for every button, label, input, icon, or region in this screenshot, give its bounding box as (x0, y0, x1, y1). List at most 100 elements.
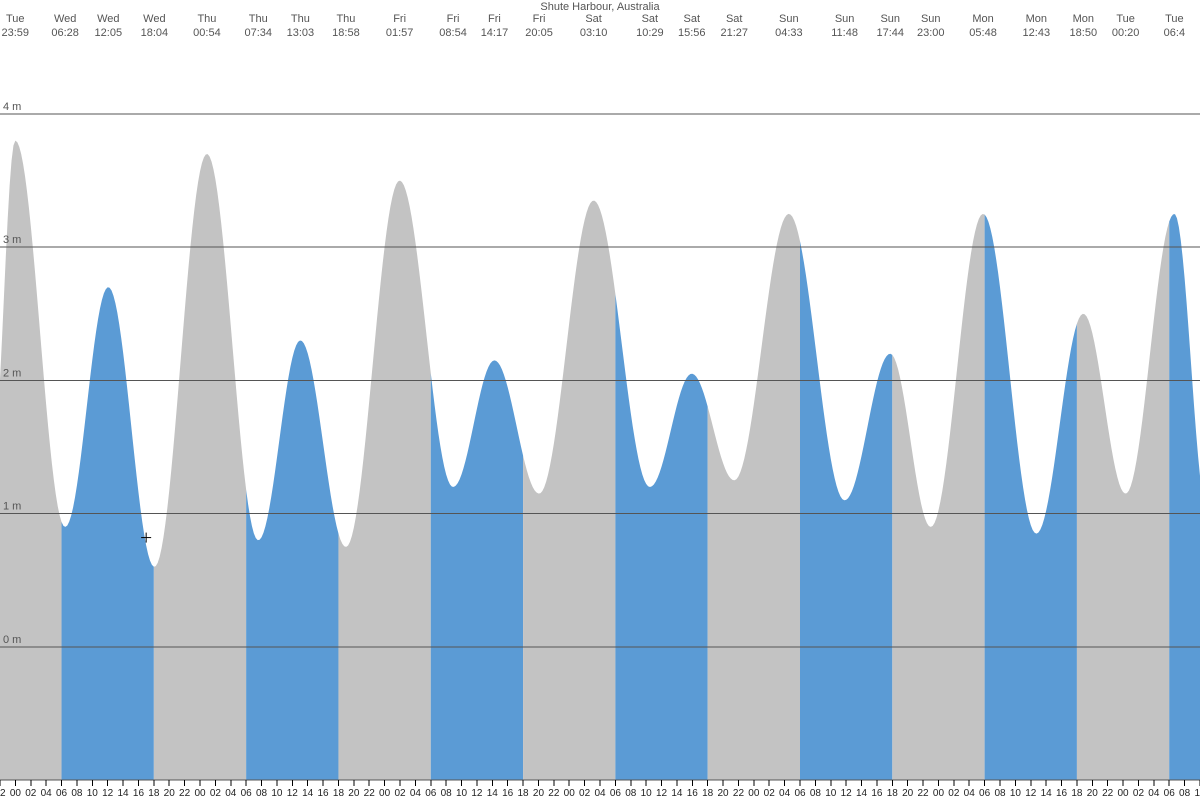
x-hour-label: 14 (1041, 788, 1053, 799)
top-label-day: Wed (54, 13, 76, 25)
x-hour-label: 06 (425, 788, 437, 799)
x-hour-label: 10 (87, 788, 99, 799)
top-label-day: Mon (972, 13, 993, 25)
x-hour-label: 10 (641, 788, 653, 799)
top-label-time: 21:27 (720, 27, 748, 39)
tide-area-night (1077, 222, 1169, 780)
x-hour-label: 18 (702, 788, 714, 799)
x-hour-label: 08 (810, 788, 822, 799)
top-label-time: 06:28 (51, 27, 79, 39)
x-hour-label: 14 (118, 788, 130, 799)
x-hour-label: 02 (579, 788, 591, 799)
x-hour-label: 02 (948, 788, 960, 799)
x-hour-label: 12 (102, 788, 114, 799)
x-hour-label: 12 (656, 788, 668, 799)
x-hour-label: 14 (856, 788, 868, 799)
x-hour-label: 18 (148, 788, 160, 799)
top-label-day: Sat (726, 13, 743, 25)
top-label-day: Sun (921, 13, 941, 25)
top-label-day: Fri (488, 13, 501, 25)
x-hour-label: 12 (841, 788, 853, 799)
x-hour-label: 00 (1118, 788, 1130, 799)
top-label-day: Thu (336, 13, 355, 25)
tide-area-day (62, 287, 154, 780)
x-hour-label: 00 (564, 788, 576, 799)
top-label-day: Sun (880, 13, 900, 25)
top-label-day: Sun (835, 13, 855, 25)
top-label-time: 03:10 (580, 27, 608, 39)
top-label-day: Sat (684, 13, 701, 25)
x-hour-label: 18 (887, 788, 899, 799)
top-label-time: 14:17 (481, 27, 509, 39)
x-hour-label: 04 (410, 788, 422, 799)
top-label-day: Tue (1116, 13, 1135, 25)
x-hour-label: 06 (241, 788, 253, 799)
x-hour-label: 10 (271, 788, 283, 799)
x-hour-label: 08 (1179, 788, 1191, 799)
y-axis-label: 2 m (3, 367, 21, 379)
x-hour-label: 00 (748, 788, 760, 799)
top-label-day: Fri (533, 13, 546, 25)
x-hour-label: 06 (56, 788, 68, 799)
top-label-day: Tue (1165, 13, 1184, 25)
x-hour-label: 14 (302, 788, 314, 799)
x-hour-label: 18 (518, 788, 530, 799)
top-label-day: Thu (197, 13, 216, 25)
x-hour-label: 08 (625, 788, 637, 799)
top-label-time: 07:34 (244, 27, 272, 39)
top-label-time: 01:57 (386, 27, 414, 39)
x-hour-label: 06 (979, 788, 991, 799)
tide-chart: Shute Harbour, Australia 0 m1 m2 m3 m4 m… (0, 0, 1200, 800)
top-label-day: Tue (6, 13, 25, 25)
x-hour-label: 20 (164, 788, 176, 799)
x-hour-label: 18 (333, 788, 345, 799)
x-hour-label: 20 (1087, 788, 1099, 799)
x-hour-label: 16 (871, 788, 883, 799)
x-hour-label: 20 (348, 788, 360, 799)
x-hour-label: 04 (779, 788, 791, 799)
top-label-day: Fri (393, 13, 406, 25)
tide-area-day (246, 340, 338, 780)
top-label-day: Wed (143, 13, 165, 25)
top-label-time: 11:48 (831, 27, 858, 39)
top-label-day: Mon (1026, 13, 1047, 25)
x-hour-label: 22 (179, 788, 191, 799)
y-axis-label: 0 m (3, 634, 21, 646)
top-label-time: 23:59 (1, 27, 29, 39)
x-hour-label: 02 (394, 788, 406, 799)
x-hour-label: 22 (0, 788, 6, 799)
x-hour-label: 10 (1194, 788, 1200, 799)
x-hour-label: 00 (379, 788, 391, 799)
x-hour-label: 20 (718, 788, 730, 799)
top-label-day: Fri (447, 13, 460, 25)
top-label-time: 05:48 (969, 27, 997, 39)
top-label-day: Mon (1073, 13, 1094, 25)
top-label-time: 12:05 (95, 27, 123, 39)
x-hour-label: 08 (441, 788, 453, 799)
x-hour-label: 12 (1025, 788, 1037, 799)
x-hour-label: 20 (902, 788, 914, 799)
x-hour-label: 02 (1133, 788, 1145, 799)
top-label-time: 08:54 (439, 27, 467, 39)
tide-area-night (708, 214, 800, 780)
chart-svg: 0 m1 m2 m3 m4 m2200020406081012141618202… (0, 0, 1200, 800)
top-label-time: 20:05 (525, 27, 553, 39)
tide-area-day (615, 294, 707, 780)
top-label-time: 17:44 (876, 27, 904, 39)
top-label-day: Sat (585, 13, 602, 25)
top-label-time: 12:43 (1023, 27, 1051, 39)
x-hour-label: 06 (794, 788, 806, 799)
x-hour-label: 08 (71, 788, 83, 799)
top-label-time: 18:04 (141, 27, 169, 39)
x-axis: 2200020406081012141618202200020406081012… (0, 780, 1200, 799)
x-hour-label: 16 (133, 788, 145, 799)
top-label-day: Thu (249, 13, 268, 25)
tide-fill (0, 141, 1200, 780)
tide-area-night (892, 214, 984, 780)
top-label-time: 18:50 (1070, 27, 1098, 39)
y-axis-label: 4 m (3, 101, 21, 113)
y-axis-label: 1 m (3, 501, 21, 513)
top-label-day: Wed (97, 13, 119, 25)
x-hour-label: 22 (548, 788, 560, 799)
x-hour-label: 00 (10, 788, 22, 799)
